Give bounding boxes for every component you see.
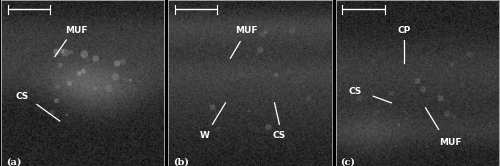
Text: CS: CS <box>273 131 286 140</box>
Text: MUF: MUF <box>236 26 258 35</box>
Text: MUF: MUF <box>439 138 462 147</box>
Text: CS: CS <box>16 92 29 101</box>
Text: (b): (b) <box>174 157 189 166</box>
Text: CS: CS <box>348 87 362 96</box>
Text: W: W <box>200 131 209 140</box>
Text: (c): (c) <box>340 157 355 166</box>
Text: (a): (a) <box>6 157 22 166</box>
Text: CP: CP <box>398 26 411 35</box>
Text: MUF: MUF <box>65 26 88 35</box>
